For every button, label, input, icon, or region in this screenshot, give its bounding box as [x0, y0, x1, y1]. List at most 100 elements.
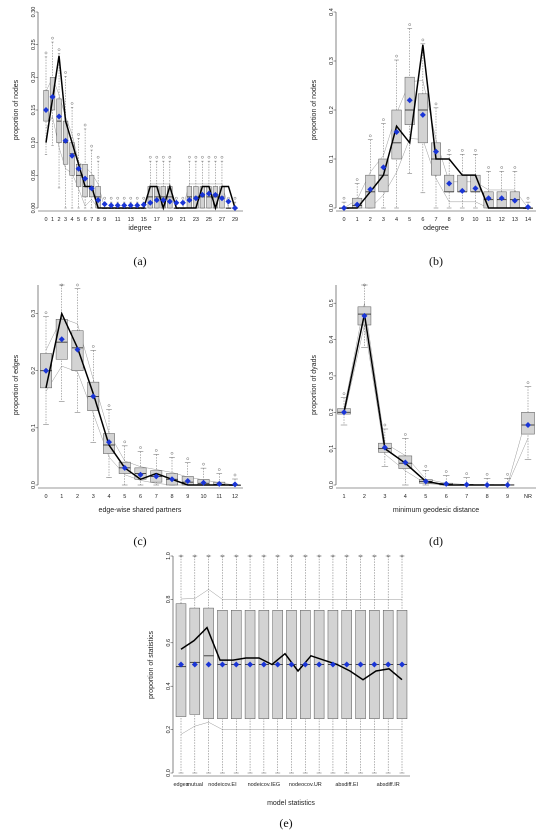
outlier-point: [103, 196, 106, 200]
x-tick-label: 8: [97, 217, 100, 223]
mean-marker: [108, 202, 115, 209]
simulated-line-2: [343, 303, 529, 486]
y-tick-label: 0.0: [329, 481, 335, 489]
x-axis-label: odegree: [423, 225, 449, 232]
x-tick-label: 4: [404, 494, 407, 500]
outlier-point: [44, 311, 48, 315]
mean-marker: [191, 661, 198, 668]
mean-marker: [381, 444, 388, 451]
outlier-point: [60, 283, 64, 287]
outlier-point: [179, 554, 183, 558]
outlier-point: [526, 196, 530, 200]
outlier-point: [359, 554, 362, 558]
y-tick-label: 0.4: [329, 8, 335, 16]
mean-marker: [179, 199, 186, 206]
outlier-point: [383, 423, 387, 427]
y-tick-label: 0.05: [31, 170, 37, 181]
x-axis-label: minimum geodesic distance: [393, 507, 479, 514]
mean-marker: [121, 464, 128, 471]
mean-marker: [422, 478, 429, 485]
mean-marker: [173, 199, 180, 206]
x-tick-label: mutual: [187, 782, 204, 788]
x-tick-label: 1: [60, 494, 63, 500]
outlier-point: [233, 196, 237, 200]
mean-marker: [433, 148, 439, 155]
outlier-point: [424, 464, 428, 468]
mean-marker: [58, 336, 65, 343]
outlier-point: [526, 381, 530, 384]
x-tick-label: 0: [44, 494, 47, 500]
mean-marker: [367, 186, 374, 193]
mean-marker: [199, 191, 206, 198]
mean-marker: [402, 459, 409, 466]
box: [189, 607, 201, 715]
mean-marker: [459, 187, 466, 194]
mean-marker: [274, 661, 281, 668]
outlier-point: [513, 166, 517, 169]
mean-marker: [200, 479, 207, 486]
x-tick-label: 6: [445, 494, 448, 500]
x-tick-label: 7: [434, 217, 437, 223]
y-tick-label: 0.3: [329, 57, 335, 65]
x-tick-label: 29: [232, 217, 238, 223]
x-tick-label: 15: [141, 217, 147, 223]
x-tick-label: 10: [200, 494, 206, 500]
outlier-point: [129, 196, 133, 200]
x-tick-label: 2: [363, 494, 366, 500]
outlier-point: [506, 473, 509, 476]
x-tick-label: 2: [58, 217, 61, 223]
mean-marker: [205, 190, 212, 197]
simulated-line-2: [343, 80, 529, 209]
y-tick-label: 0.0: [166, 769, 172, 777]
mean-marker: [169, 476, 175, 483]
mean-marker: [69, 152, 76, 159]
y-axis-label: proportion of statistics: [148, 630, 155, 699]
x-tick-label: nodeocov.UR: [289, 782, 322, 788]
mean-marker: [225, 198, 232, 205]
y-axis-label: proportion of nodes: [13, 79, 20, 140]
y-tick-label: 0.3: [329, 372, 335, 380]
x-tick-label: absdiff.EI: [335, 782, 358, 788]
x-tick-label: edges: [174, 782, 189, 788]
mean-marker: [147, 199, 154, 206]
x-tick-label: 8: [170, 494, 173, 500]
outlier-point: [122, 196, 126, 200]
mean-marker: [153, 197, 160, 204]
x-tick-label: 11: [216, 494, 222, 500]
x-tick-label: absdiff.IR: [377, 782, 400, 788]
mean-marker: [446, 180, 453, 187]
y-tick-label: 0.1: [329, 155, 335, 163]
outlier-point: [116, 196, 119, 200]
panel-label: (a): [133, 254, 146, 268]
mean-marker: [43, 367, 49, 374]
y-tick-label: 0.2: [329, 106, 335, 114]
outlier-point: [154, 449, 158, 452]
x-tick-label: 2: [369, 217, 372, 223]
outlier-point: [373, 554, 376, 558]
x-tick-label: nodeicov.IEG: [248, 782, 281, 788]
outlier-point: [77, 133, 80, 136]
mean-marker: [62, 137, 69, 144]
mean-marker: [88, 185, 95, 192]
y-tick-label: 0.10: [31, 137, 37, 148]
outlier-point: [64, 71, 67, 74]
x-tick-label: 1: [51, 217, 54, 223]
mean-marker: [49, 93, 56, 100]
x-tick-label: 2: [76, 494, 79, 500]
outlier-point: [155, 155, 159, 159]
box: [49, 77, 56, 111]
mean-marker: [106, 439, 112, 446]
x-tick-label: 19: [167, 217, 173, 223]
outlier-point: [135, 196, 139, 200]
mean-marker: [137, 471, 144, 478]
outlier-point: [248, 554, 252, 558]
x-tick-label: 9: [103, 217, 106, 223]
outlier-point: [382, 118, 385, 121]
mean-marker: [504, 482, 511, 488]
x-tick-label: 3: [382, 217, 385, 223]
x-tick-label: 27: [219, 217, 225, 223]
x-tick-label: 9: [506, 494, 509, 500]
outlier-point: [57, 48, 61, 51]
x-axis-label: idegree: [128, 225, 151, 232]
